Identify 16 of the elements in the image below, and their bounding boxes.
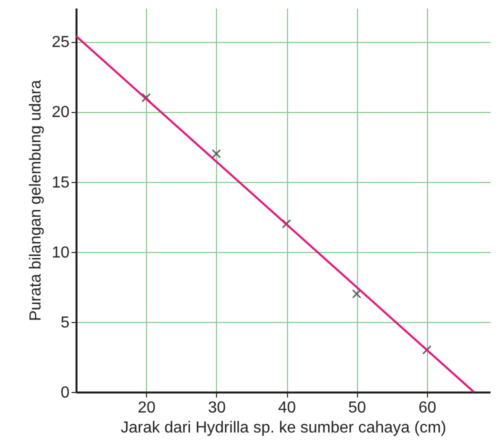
y-tick-label: 5 [60, 314, 70, 332]
y-tick-label: 25 [52, 34, 70, 52]
point [352, 289, 362, 299]
x-tick-label: 60 [418, 400, 436, 416]
point [212, 149, 221, 158]
y-axis-title: Purata bilangan gelembung udara [28, 80, 45, 322]
y-tick-label: 10 [52, 244, 70, 262]
x-tick-label: 40 [278, 400, 296, 416]
y-tick-label: 20 [52, 104, 70, 122]
y-tick-label: 15 [52, 174, 70, 192]
x-axis-title: Jarak dari Hydrilla sp. ke sumber cahaya (cm) [120, 420, 446, 436]
point [142, 93, 151, 102]
x-tick-label: 50 [348, 400, 366, 416]
x-tick-label: 30 [208, 400, 226, 416]
y-tick-label: 0 [60, 384, 70, 402]
x-tick-label: 20 [138, 400, 156, 416]
